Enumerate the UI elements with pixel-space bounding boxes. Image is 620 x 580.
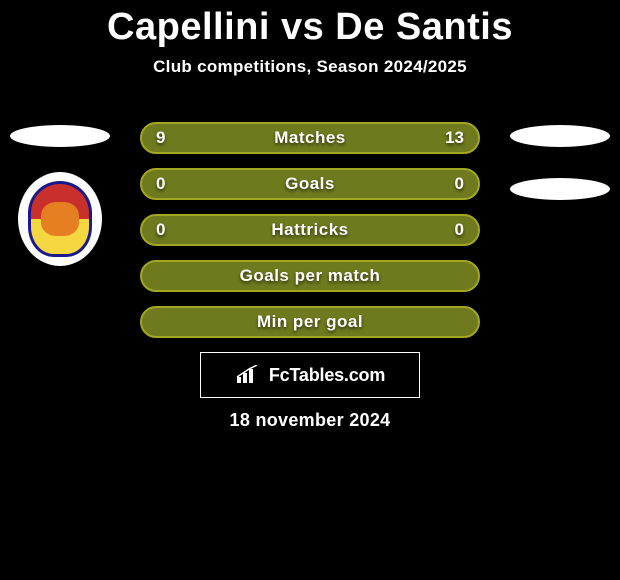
- crest-shield: [28, 181, 92, 257]
- left-player-crest: [18, 172, 102, 266]
- date-line: 18 november 2024: [0, 410, 620, 431]
- right-player-ellipse-bottom: [510, 178, 610, 200]
- stat-label: Hattricks: [271, 220, 348, 240]
- branding-text: FcTables.com: [269, 365, 385, 386]
- branding-box[interactable]: FcTables.com: [200, 352, 420, 398]
- stat-right-value: 13: [445, 128, 464, 148]
- stat-right-value: 0: [455, 220, 464, 240]
- stat-label: Matches: [274, 128, 346, 148]
- stat-rows: 9 Matches 13 0 Goals 0 0 Hattricks 0 Goa…: [140, 122, 480, 352]
- stat-label: Goals per match: [240, 266, 381, 286]
- bar-chart-icon: [235, 365, 263, 385]
- stat-row-matches: 9 Matches 13: [140, 122, 480, 154]
- stat-left-value: 9: [156, 128, 165, 148]
- stat-right-value: 0: [455, 174, 464, 194]
- stat-label: Min per goal: [257, 312, 363, 332]
- stat-left-value: 0: [156, 220, 165, 240]
- stat-row-hattricks: 0 Hattricks 0: [140, 214, 480, 246]
- stat-row-min-per-goal: Min per goal: [140, 306, 480, 338]
- subtitle: Club competitions, Season 2024/2025: [0, 57, 620, 77]
- crest-center: [41, 202, 79, 235]
- page-title: Capellini vs De Santis: [0, 0, 620, 49]
- stat-label: Goals: [285, 174, 335, 194]
- right-player-ellipse-top: [510, 125, 610, 147]
- stat-row-goals-per-match: Goals per match: [140, 260, 480, 292]
- stat-row-goals: 0 Goals 0: [140, 168, 480, 200]
- left-player-ellipse-top: [10, 125, 110, 147]
- stat-left-value: 0: [156, 174, 165, 194]
